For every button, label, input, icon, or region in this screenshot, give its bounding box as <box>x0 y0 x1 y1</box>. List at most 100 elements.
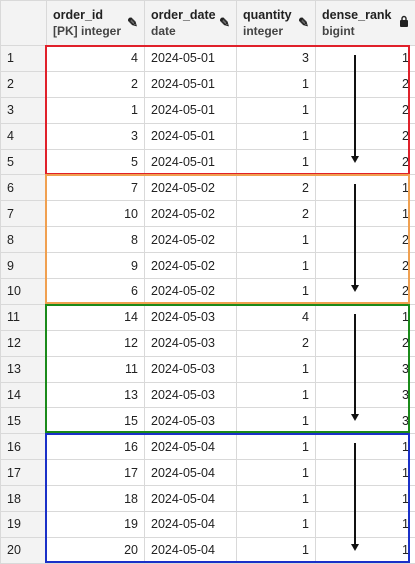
cell-quantity[interactable]: 1 <box>237 512 316 538</box>
cell-order-date[interactable]: 2024-05-03 <box>145 356 237 382</box>
cell-quantity[interactable]: 2 <box>237 175 316 201</box>
cell-order-date[interactable]: 2024-05-02 <box>145 279 237 305</box>
row-number[interactable]: 9 <box>1 253 47 279</box>
cell-order-date[interactable]: 2024-05-03 <box>145 330 237 356</box>
cell-quantity[interactable]: 1 <box>237 434 316 460</box>
cell-order-id[interactable]: 15 <box>47 408 145 434</box>
cell-quantity[interactable]: 2 <box>237 330 316 356</box>
cell-dense-rank[interactable]: 1 <box>316 434 415 460</box>
cell-order-id[interactable]: 2 <box>47 71 145 97</box>
cell-quantity[interactable]: 1 <box>237 486 316 512</box>
cell-quantity[interactable]: 2 <box>237 201 316 227</box>
row-number[interactable]: 8 <box>1 227 47 253</box>
cell-order-id[interactable]: 4 <box>47 46 145 72</box>
cell-dense-rank[interactable]: 1 <box>316 304 415 330</box>
row-number[interactable]: 13 <box>1 356 47 382</box>
cell-quantity[interactable]: 1 <box>237 71 316 97</box>
cell-order-date[interactable]: 2024-05-03 <box>145 304 237 330</box>
row-number[interactable]: 15 <box>1 408 47 434</box>
cell-order-date[interactable]: 2024-05-01 <box>145 97 237 123</box>
row-number[interactable]: 14 <box>1 382 47 408</box>
cell-order-id[interactable]: 12 <box>47 330 145 356</box>
pencil-icon[interactable]: ✎ <box>298 15 309 31</box>
column-header-dense-rank[interactable]: dense_rank bigint <box>316 1 415 46</box>
cell-quantity[interactable]: 1 <box>237 460 316 486</box>
cell-order-date[interactable]: 2024-05-02 <box>145 227 237 253</box>
cell-dense-rank[interactable]: 2 <box>316 149 415 175</box>
cell-order-id[interactable]: 1 <box>47 97 145 123</box>
cell-order-date[interactable]: 2024-05-04 <box>145 434 237 460</box>
cell-order-id[interactable]: 8 <box>47 227 145 253</box>
row-number[interactable]: 4 <box>1 123 47 149</box>
cell-order-date[interactable]: 2024-05-02 <box>145 201 237 227</box>
row-number[interactable]: 3 <box>1 97 47 123</box>
row-number[interactable]: 18 <box>1 486 47 512</box>
cell-dense-rank[interactable]: 2 <box>316 71 415 97</box>
cell-dense-rank[interactable]: 1 <box>316 512 415 538</box>
cell-order-id[interactable]: 14 <box>47 304 145 330</box>
cell-dense-rank[interactable]: 1 <box>316 460 415 486</box>
cell-quantity[interactable]: 1 <box>237 97 316 123</box>
cell-order-id[interactable]: 7 <box>47 175 145 201</box>
cell-order-date[interactable]: 2024-05-01 <box>145 46 237 72</box>
cell-order-date[interactable]: 2024-05-01 <box>145 71 237 97</box>
cell-quantity[interactable]: 1 <box>237 408 316 434</box>
cell-order-id[interactable]: 3 <box>47 123 145 149</box>
column-header-quantity[interactable]: quantity integer ✎ <box>237 1 316 46</box>
cell-dense-rank[interactable]: 2 <box>316 253 415 279</box>
pencil-icon[interactable]: ✎ <box>219 15 230 31</box>
cell-dense-rank[interactable]: 3 <box>316 356 415 382</box>
row-number[interactable]: 10 <box>1 279 47 305</box>
cell-order-id[interactable]: 20 <box>47 537 145 563</box>
cell-dense-rank[interactable]: 3 <box>316 382 415 408</box>
cell-order-date[interactable]: 2024-05-04 <box>145 460 237 486</box>
cell-order-date[interactable]: 2024-05-03 <box>145 382 237 408</box>
row-number[interactable]: 11 <box>1 304 47 330</box>
cell-dense-rank[interactable]: 2 <box>316 279 415 305</box>
cell-quantity[interactable]: 1 <box>237 537 316 563</box>
row-number[interactable]: 16 <box>1 434 47 460</box>
cell-dense-rank[interactable]: 1 <box>316 486 415 512</box>
cell-quantity[interactable]: 4 <box>237 304 316 330</box>
row-number[interactable]: 5 <box>1 149 47 175</box>
cell-quantity[interactable]: 1 <box>237 253 316 279</box>
cell-quantity[interactable]: 1 <box>237 123 316 149</box>
cell-order-date[interactable]: 2024-05-01 <box>145 123 237 149</box>
cell-quantity[interactable]: 1 <box>237 227 316 253</box>
row-number[interactable]: 17 <box>1 460 47 486</box>
cell-quantity[interactable]: 1 <box>237 382 316 408</box>
row-number[interactable]: 7 <box>1 201 47 227</box>
cell-order-id[interactable]: 18 <box>47 486 145 512</box>
cell-dense-rank[interactable]: 3 <box>316 408 415 434</box>
row-number[interactable]: 2 <box>1 71 47 97</box>
row-number[interactable]: 19 <box>1 512 47 538</box>
cell-quantity[interactable]: 1 <box>237 279 316 305</box>
cell-dense-rank[interactable]: 1 <box>316 537 415 563</box>
cell-dense-rank[interactable]: 1 <box>316 201 415 227</box>
row-number[interactable]: 6 <box>1 175 47 201</box>
cell-order-id[interactable]: 13 <box>47 382 145 408</box>
cell-order-date[interactable]: 2024-05-02 <box>145 253 237 279</box>
cell-quantity[interactable]: 1 <box>237 356 316 382</box>
row-number[interactable]: 1 <box>1 46 47 72</box>
row-number[interactable]: 12 <box>1 330 47 356</box>
cell-order-id[interactable]: 6 <box>47 279 145 305</box>
cell-order-id[interactable]: 17 <box>47 460 145 486</box>
cell-order-date[interactable]: 2024-05-04 <box>145 486 237 512</box>
